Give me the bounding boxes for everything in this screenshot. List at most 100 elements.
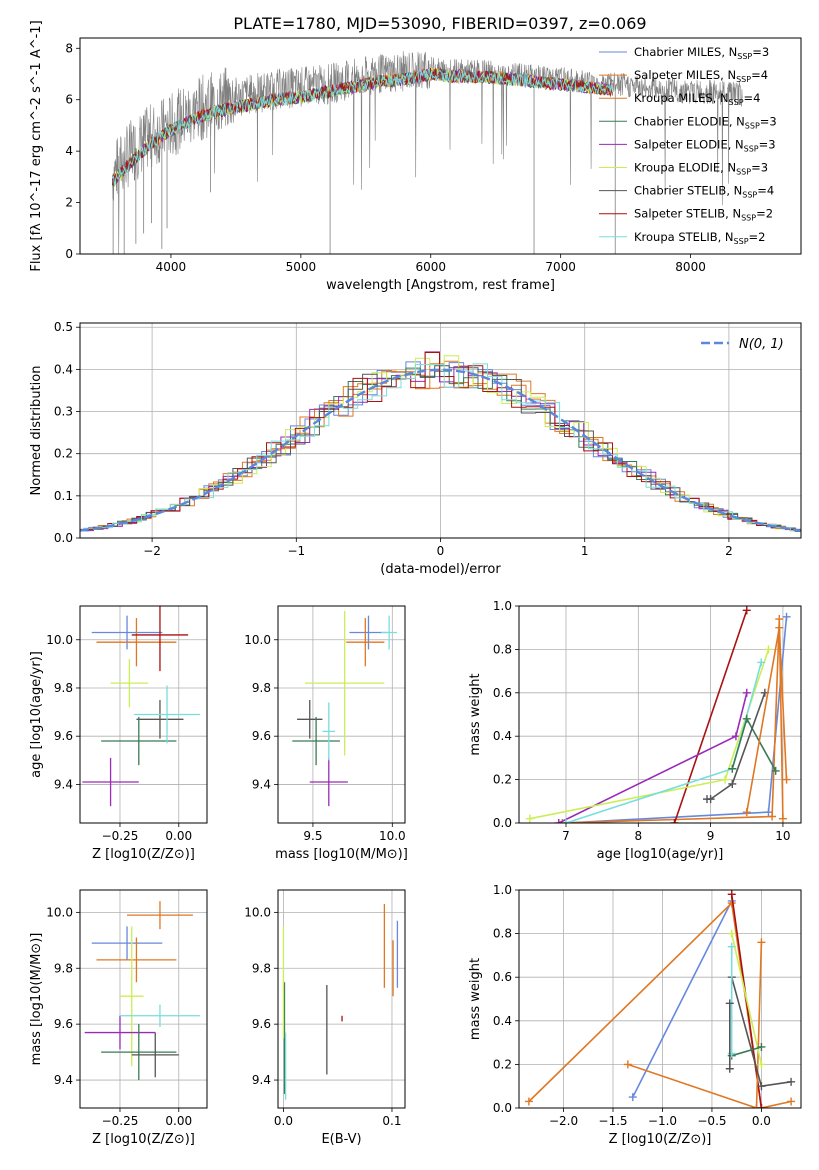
x-tick-label: 1 <box>581 544 589 558</box>
legend-text: Salpeter MILES, N <box>634 68 736 82</box>
y-tick-label: 0.4 <box>54 362 73 376</box>
x-tick-label: 2 <box>725 544 733 558</box>
y-axis-label: age [log10(age/yr)] <box>29 651 44 778</box>
weight-point-marker <box>558 819 567 823</box>
x-tick-label: 4000 <box>156 260 187 274</box>
weight-point-marker <box>727 942 736 951</box>
legend-entry: Kroupa ELODIE, NSSP=3 <box>634 161 768 177</box>
legend-subscript: SSP <box>734 237 749 246</box>
legend-text: Kroupa ELODIE, N <box>634 161 736 175</box>
weight-point-marker <box>554 819 563 823</box>
plot-area <box>112 51 743 254</box>
y-tick-label: 0.5 <box>54 320 73 334</box>
y-tick-label: 0.6 <box>493 970 512 984</box>
y-tick-label: 2 <box>65 196 73 210</box>
x-tick-label: −1.0 <box>648 1114 677 1128</box>
weight-series-line <box>730 933 763 1065</box>
legend-entry: Salpeter MILES, NSSP=4 <box>634 68 768 84</box>
y-tick-label: 0.4 <box>493 1014 512 1028</box>
x-tick-label: 8000 <box>675 260 706 274</box>
legend-value: =4 <box>751 68 768 82</box>
y-tick-label: 0 <box>65 247 73 261</box>
y-tick-label: 0.0 <box>493 816 512 830</box>
x-tick-label: 9 <box>707 829 715 843</box>
legend-entry: Chabrier MILES, NSSP=3 <box>634 45 769 61</box>
legend-value: =3 <box>752 45 769 59</box>
weight-series-line <box>632 898 763 1108</box>
legend-entry: Chabrier STELIB, NSSP=4 <box>634 184 774 200</box>
x-tick-label: 0.00 <box>165 829 192 843</box>
weight-point-marker <box>771 766 780 775</box>
legend-subscript: SSP <box>742 191 757 200</box>
weight-point-marker <box>623 1060 632 1069</box>
legend-text: Kroupa STELIB, N <box>634 230 734 244</box>
y-tick-label: 9.8 <box>252 961 271 975</box>
y-tick-label: 0.4 <box>493 729 512 743</box>
x-tick-label: 0.0 <box>274 1114 293 1128</box>
weight-series-line <box>565 662 762 823</box>
weight-point-marker <box>728 779 737 788</box>
y-axis-label: mass weight <box>468 673 483 755</box>
plot-area <box>84 901 200 1081</box>
weight-point-marker <box>787 1077 796 1086</box>
y-axis-label: Normed distribution <box>29 366 44 496</box>
legend-value: =3 <box>760 114 777 128</box>
weight-series-line <box>562 618 784 823</box>
legend-value: =3 <box>751 161 768 175</box>
plot-area <box>524 890 796 1108</box>
weight-series-line <box>731 1046 762 1057</box>
weight-point-marker <box>757 1082 766 1091</box>
weight-point-marker <box>727 929 736 938</box>
legend-subscript: SSP <box>736 75 751 84</box>
weight-point-marker <box>775 615 784 624</box>
weight-point-marker <box>725 999 734 1008</box>
legend-text: Kroupa MILES, N <box>634 91 729 105</box>
y-axis-label: mass [log10(M/M⊙)] <box>29 933 44 1066</box>
x-tick-label: 10 <box>775 829 790 843</box>
axes-frame <box>79 605 208 824</box>
weight-point-marker <box>742 606 751 615</box>
normal-distribution-curve <box>80 368 801 532</box>
weight-point-marker <box>757 1104 766 1108</box>
y-tick-label: 9.6 <box>252 1017 271 1031</box>
y-tick-label: 10.0 <box>46 633 73 647</box>
weight-series-line <box>565 616 788 823</box>
y-tick-label: 0.0 <box>493 1101 512 1115</box>
age-vs-mass-panel: 9.5 10.0 9.4 9.6 9.8 10.0 mass [log10(M/M⊙)] <box>244 605 408 862</box>
x-tick-label: −1 <box>287 544 305 558</box>
weight-vs-metallicity-panel: −2.0 −1.5 −1.0 −0.5 0.0 0.0 0.2 0.4 0.6 0.8 1.0 Z [… <box>468 883 802 1147</box>
weight-point-marker <box>742 808 751 817</box>
x-axis-label: mass [log10(M/M⊙)] <box>275 847 408 862</box>
x-tick-label: −2 <box>143 544 161 558</box>
legend-value: =2 <box>756 207 773 221</box>
legend-value: =2 <box>749 230 766 244</box>
axes-frame <box>79 37 802 255</box>
y-tick-label: 10.0 <box>244 633 271 647</box>
y-axis-label: Flux [fλ 10^-17 erg cm^-2 s^-1 A^-1] <box>29 20 44 271</box>
y-axis-label: mass weight <box>468 958 483 1040</box>
x-tick-label: −0.25 <box>102 1114 139 1128</box>
legend-entry: N(0, 1) <box>739 337 784 352</box>
x-axis-label: (data-model)/error <box>380 562 501 577</box>
age-vs-metallicity-panel: −0.25 0.00 9.4 9.6 9.8 10.0 Z [log10(Z/Z⊙)] age… <box>29 605 208 862</box>
weight-point-marker <box>562 819 570 823</box>
legend-entry: Salpeter STELIB, NSSP=2 <box>634 207 773 223</box>
weight-point-marker <box>782 612 791 621</box>
y-tick-label: 0.8 <box>493 927 512 941</box>
y-tick-label: 0.8 <box>493 642 512 656</box>
y-tick-label: 0.2 <box>54 447 73 461</box>
mass-vs-reddening-panel: 0.0 0.1 9.4 9.6 9.8 10.0 E(B-V) <box>244 889 406 1147</box>
y-tick-label: 9.6 <box>54 1017 73 1031</box>
x-tick-label: −0.25 <box>102 829 139 843</box>
axes-frame <box>79 322 802 539</box>
plot-area <box>80 351 801 532</box>
weight-point-marker <box>764 808 773 817</box>
legend-subscript: SSP <box>737 52 752 61</box>
x-tick-label: −1.5 <box>598 1114 627 1128</box>
weight-series-line <box>558 692 748 823</box>
y-tick-label: 0.3 <box>54 405 73 419</box>
x-axis-label: E(B-V) <box>321 1132 361 1147</box>
x-tick-label: 8 <box>634 829 642 843</box>
weight-point-marker <box>628 1093 637 1102</box>
